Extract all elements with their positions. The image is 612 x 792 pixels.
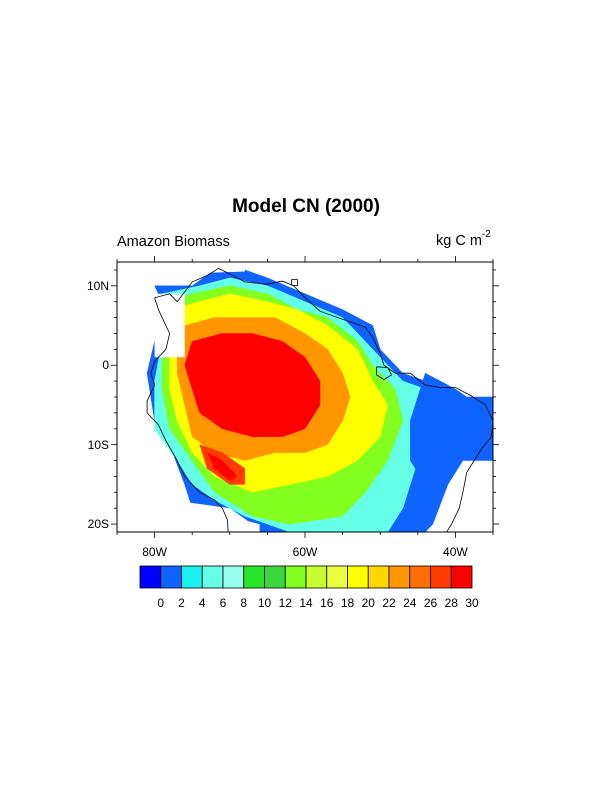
colorbar-label: 22 — [382, 596, 396, 610]
mask-2 — [154, 293, 185, 358]
lat-label: 0 — [102, 358, 109, 373]
mask-4 — [267, 262, 493, 390]
coastline — [146, 267, 493, 532]
units-label: kg C m-2 — [436, 229, 491, 249]
missing-data-mask — [117, 262, 493, 532]
colorbar-label: 28 — [444, 596, 458, 610]
colorbar-label: 10 — [257, 596, 272, 610]
colorbar-swatch-13 — [409, 565, 431, 589]
colorbar-swatch-0 — [139, 565, 162, 589]
colorbar-label: 6 — [219, 596, 227, 610]
left-string: Amazon Biomass — [117, 234, 230, 250]
colorbar-swatch-11 — [367, 565, 390, 589]
lat-label: 10S — [87, 437, 109, 452]
biomass-region-7 — [206, 452, 238, 481]
colorbar-label: 8 — [240, 596, 248, 610]
colorbar-label: 24 — [403, 596, 417, 610]
colorbar-label: 12 — [278, 596, 292, 610]
colorbar-swatch-5 — [243, 565, 265, 589]
colorbar-label: 20 — [361, 596, 375, 610]
lat-label: 20S — [87, 517, 109, 532]
colorbar-label: 4 — [198, 596, 206, 610]
lon-label: 80W — [142, 545, 167, 559]
biomass-field — [146, 269, 493, 532]
biomass-region-5 — [184, 333, 321, 437]
mask-3 — [117, 492, 260, 532]
colorbar-swatch-9 — [326, 565, 348, 589]
colorbar-swatch-7 — [284, 565, 307, 589]
colorbar-swatch-10 — [347, 565, 369, 589]
lon-label: 40W — [443, 545, 468, 559]
colorbar-swatch-15 — [450, 565, 473, 589]
colorbar-label: 16 — [320, 596, 334, 610]
colorbar-swatch-14 — [430, 565, 452, 589]
coastline-north-east — [154, 267, 493, 532]
island-outline — [291, 279, 298, 287]
colorbar-label: 2 — [178, 596, 185, 610]
colorbar-swatch-6 — [264, 565, 286, 589]
plot-title: Model CN (2000) — [232, 196, 380, 217]
units-main: kg C m — [436, 232, 482, 249]
lat-label: 10N — [86, 278, 109, 293]
colorbar-swatch-12 — [388, 565, 411, 589]
units-superscript: -2 — [481, 229, 491, 240]
marajo-outline — [375, 366, 393, 380]
colorbar-swatch-2 — [181, 565, 203, 589]
lon-label: 60W — [292, 545, 318, 559]
colorbar-swatch-1 — [160, 565, 182, 589]
colorbar — [139, 565, 473, 589]
colorbar-label: 14 — [299, 596, 313, 610]
colorbar-label: 18 — [340, 596, 355, 610]
colorbar-swatch-3 — [201, 565, 224, 589]
colorbar-label: 30 — [465, 596, 479, 610]
axis-ticks — [111, 256, 499, 538]
biomass-region-8 — [410, 372, 479, 485]
coastline-west — [146, 297, 229, 532]
colorbar-swatch-4 — [222, 565, 245, 589]
colorbar-swatch-8 — [305, 565, 328, 589]
mask-5 — [117, 262, 245, 282]
mask-6 — [455, 460, 493, 532]
mask-1 — [117, 262, 140, 421]
colorbar-label: 26 — [423, 596, 438, 610]
colorbar-label: 0 — [157, 596, 165, 610]
